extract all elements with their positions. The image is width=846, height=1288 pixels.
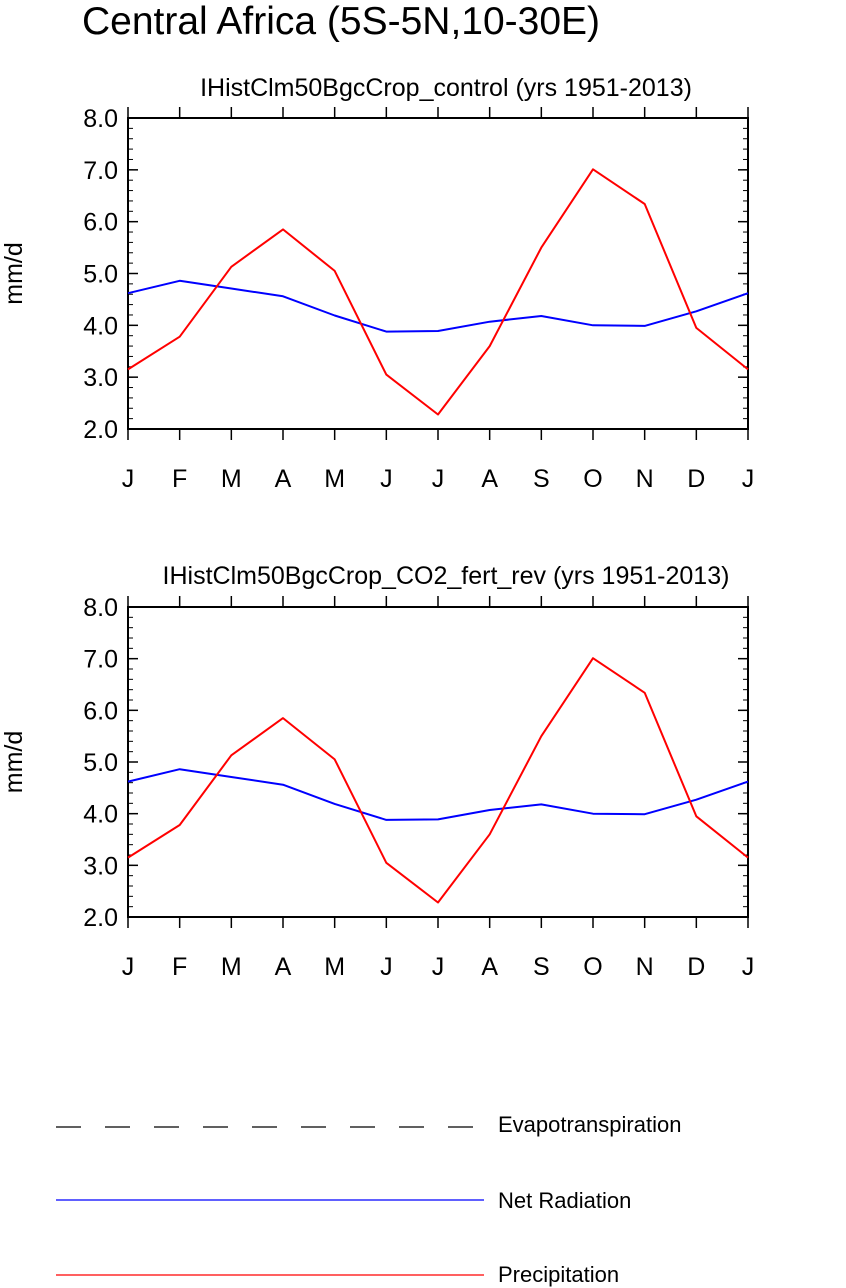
chart2-x-tick-label: N — [636, 953, 654, 981]
chart2-x-tick-label: A — [481, 953, 498, 981]
chart1-x-tick-label: S — [533, 465, 550, 493]
chart1-x-tick-label: A — [275, 465, 292, 493]
chart1-x-tick-label: F — [172, 465, 187, 493]
chart2-title: IHistClm50BgcCrop_CO2_fert_rev (yrs 1951… — [163, 562, 730, 590]
chart1-x-tick-label: O — [583, 465, 602, 493]
chart2-x-tick-label: M — [221, 953, 242, 981]
chart1-x-tick-label: A — [481, 465, 498, 493]
chart1-y-tick-label: 6.0 — [83, 209, 118, 237]
chart1-x-tick-label: M — [324, 465, 345, 493]
chart1-series-net-radiation — [127, 279, 749, 333]
chart1-series-precipitation — [127, 168, 749, 416]
chart2-y-tick-label: 6.0 — [83, 697, 118, 725]
chart1-x-tick-label: J — [122, 465, 135, 493]
chart1-plot-frame — [127, 117, 749, 430]
chart1-y-tick-label: 4.0 — [83, 312, 118, 340]
legend-label-evapotranspiration: Evapotranspiration — [498, 1112, 682, 1137]
chart2-plot-frame — [127, 606, 749, 918]
chart2-y-axis-label: mm/d — [0, 731, 28, 794]
chart2-y-tick-label: 5.0 — [83, 749, 118, 777]
chart1-title: IHistClm50BgcCrop_control (yrs 1951-2013… — [200, 74, 692, 102]
chart2-x-tick-label: J — [742, 953, 755, 981]
chart1-x-tick-label: M — [221, 465, 242, 493]
chart2-x-tick-label: D — [687, 953, 705, 981]
chart1-y-tick-label: 8.0 — [83, 105, 118, 133]
chart1-y-tick-label: 2.0 — [83, 416, 118, 444]
chart1-x-tick-label: N — [636, 465, 654, 493]
page-title: Central Africa (5S-5N,10-30E) — [82, 0, 601, 43]
legend-label-net-radiation: Net Radiation — [498, 1188, 632, 1213]
chart1-y-tick-label: 5.0 — [83, 261, 118, 289]
legend-label-precipitation: Precipitation — [498, 1262, 620, 1287]
chart2-x-tick-label: J — [380, 953, 393, 981]
chart2-series-precipitation — [127, 657, 749, 904]
chart2-x-tick-label: F — [172, 953, 187, 981]
chart2-x-tick-label: S — [533, 953, 550, 981]
chart1-x-tick-label: D — [687, 465, 705, 493]
chart1-x-tick-label: J — [380, 465, 393, 493]
chart2-y-tick-label: 3.0 — [83, 852, 118, 880]
chart2-series-net-radiation — [127, 768, 749, 821]
chart2-x-tick-label: O — [583, 953, 602, 981]
chart2-x-tick-label: M — [324, 953, 345, 981]
chart2-y-tick-label: 2.0 — [83, 904, 118, 932]
chart1-y-axis-label: mm/d — [0, 242, 28, 305]
chart2-x-tick-label: A — [275, 953, 292, 981]
chart1-y-tick-label: 3.0 — [83, 364, 118, 392]
chart1-y-tick-label: 7.0 — [83, 157, 118, 185]
chart2-x-tick-label: J — [122, 953, 135, 981]
chart2-y-tick-label: 7.0 — [83, 646, 118, 674]
chart2-y-tick-label: 8.0 — [83, 594, 118, 622]
chart2-x-tick-label: J — [432, 953, 445, 981]
chart1-x-tick-label: J — [742, 465, 755, 493]
chart2-y-tick-label: 4.0 — [83, 801, 118, 829]
chart1-x-tick-label: J — [432, 465, 445, 493]
